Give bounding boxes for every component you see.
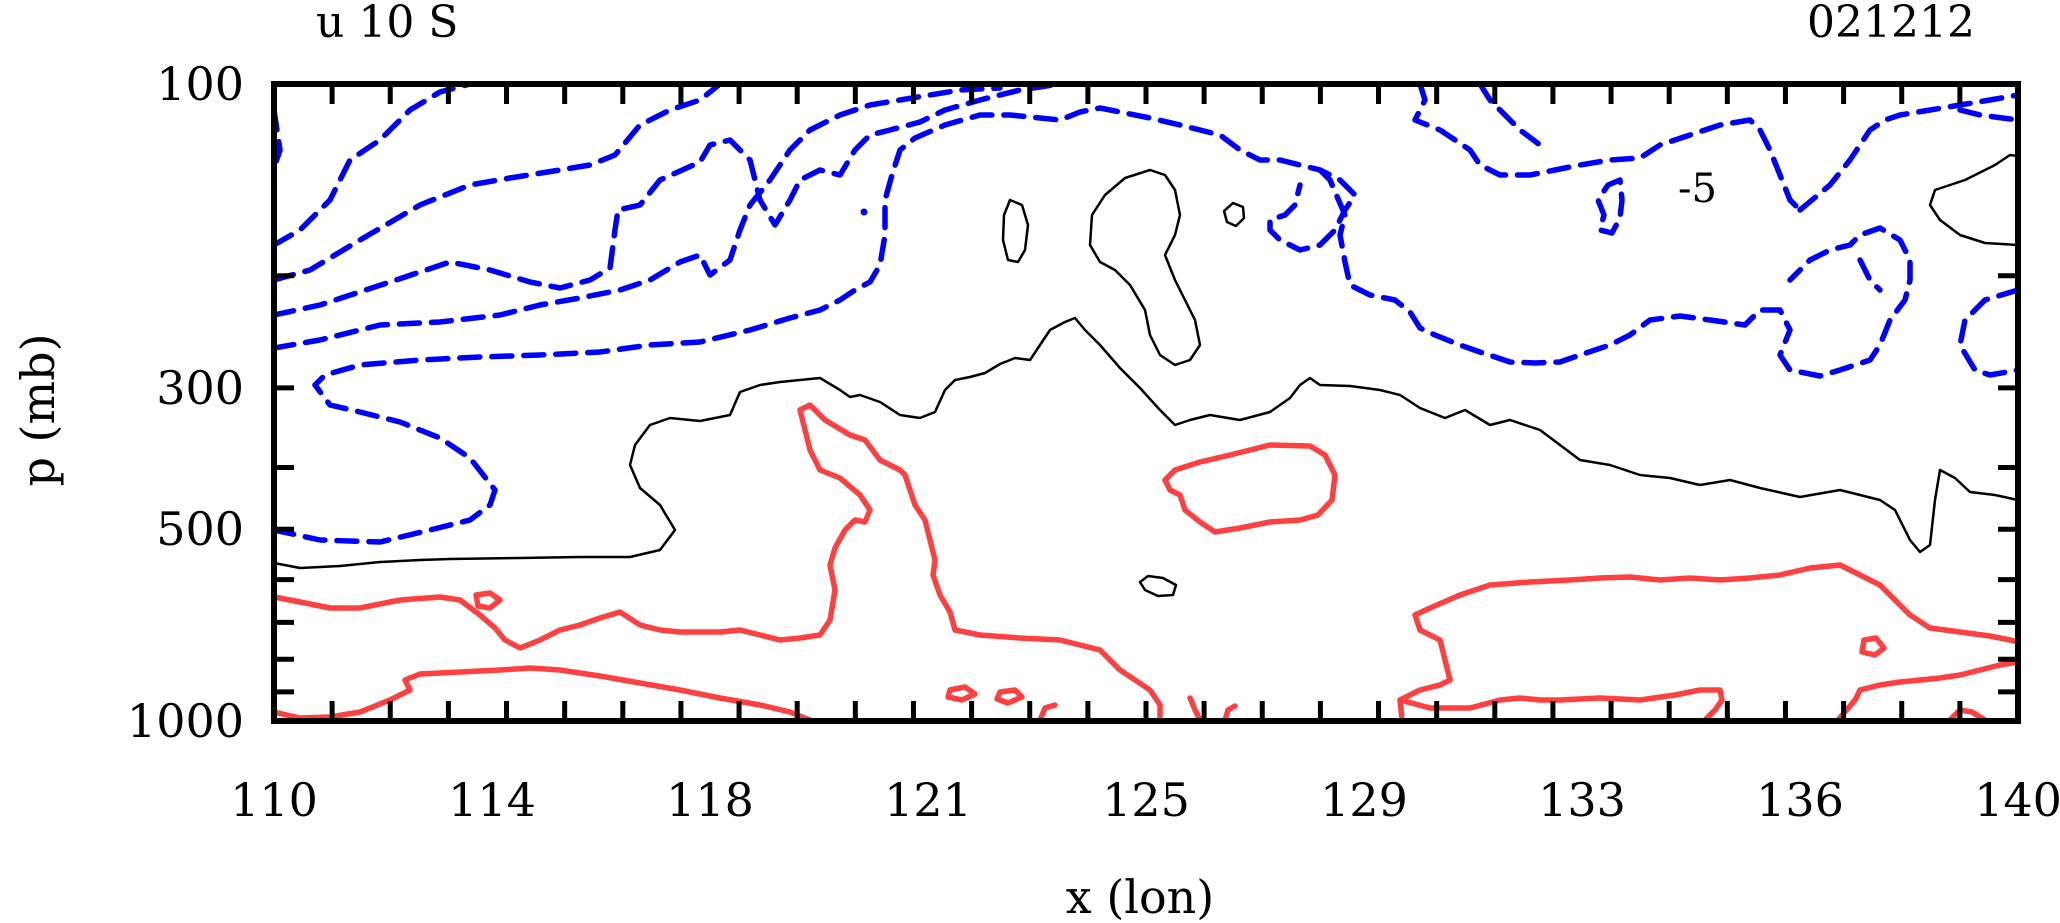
y-tick-labels: 100 300 500 1000 bbox=[127, 57, 244, 748]
x-tick-label: 140 bbox=[1974, 773, 2060, 827]
positive-contour-small-2 bbox=[945, 684, 978, 703]
y-ticks bbox=[274, 81, 2018, 724]
zero-contour-loop-2 bbox=[1001, 198, 1030, 264]
positive-contour-small-3 bbox=[994, 687, 1025, 706]
negative-contour-6 bbox=[274, 105, 1358, 545]
negative-contour-top-right bbox=[1957, 107, 2018, 123]
x-tick-label: 118 bbox=[666, 773, 754, 827]
positive-contour-right-3 bbox=[1835, 659, 2018, 721]
negative-contour-dot bbox=[860, 208, 868, 216]
negative-contour-11 bbox=[1857, 257, 1883, 293]
positive-contour-small-8 bbox=[1947, 707, 1988, 721]
y-tick-label: 1000 bbox=[127, 694, 244, 748]
negative-contour-2 bbox=[274, 84, 473, 248]
positive-contour-mid-loop bbox=[1162, 442, 1338, 535]
zero-contour-loop-4 bbox=[1138, 574, 1178, 598]
zero-contour-right-edge bbox=[1928, 153, 2018, 247]
x-tick-label: 110 bbox=[230, 773, 318, 827]
positive-contour-small-1 bbox=[473, 590, 503, 611]
positive-contour-small-7 bbox=[1222, 703, 1238, 721]
negative-contour-10 bbox=[1797, 92, 2018, 213]
negative-contour-7 bbox=[1317, 167, 1913, 379]
zero-contour-loop-1 bbox=[1088, 168, 1202, 367]
positive-contour-small-5 bbox=[1037, 702, 1058, 721]
x-tick-label: 114 bbox=[448, 773, 536, 827]
negative-contour-9 bbox=[1595, 177, 1625, 236]
positive-contour-small-4 bbox=[1859, 635, 1887, 658]
negative-contour-4 bbox=[274, 84, 1063, 318]
x-ticks bbox=[271, 84, 2021, 721]
x-tick-label: 125 bbox=[1102, 773, 1190, 827]
chart-title-right: 021212 bbox=[1807, 0, 1975, 48]
negative-contours bbox=[274, 84, 2018, 545]
zero-contour-loop-3 bbox=[1222, 201, 1246, 228]
contour-label: -5 bbox=[1678, 166, 1717, 212]
x-axis-label: x (lon) bbox=[1066, 870, 1215, 923]
x-tick-label: 121 bbox=[884, 773, 972, 827]
chart-title-left: u 10 S bbox=[316, 0, 458, 48]
negative-contour-8 bbox=[1412, 84, 1803, 213]
zero-contour-main bbox=[274, 316, 2018, 570]
y-axis-label: p (mb) bbox=[11, 333, 65, 486]
positive-contour-right bbox=[1397, 687, 1725, 721]
positive-contour-small-6 bbox=[1187, 695, 1203, 721]
zero-contours bbox=[274, 153, 2018, 598]
positive-contours bbox=[274, 402, 2018, 721]
positive-contour-low bbox=[274, 402, 1163, 721]
x-tick-label: 129 bbox=[1320, 773, 1408, 827]
x-tick-labels: 110 114 118 121 125 129 133 136 140 bbox=[230, 773, 2060, 827]
negative-contour-3 bbox=[274, 84, 723, 283]
y-tick-label: 500 bbox=[156, 502, 244, 556]
positive-contour-bottom bbox=[274, 665, 813, 721]
plot-frame bbox=[271, 81, 2021, 724]
negative-contour-12 bbox=[1957, 287, 2018, 378]
positive-contour-right-2 bbox=[1397, 562, 2018, 703]
x-tick-label: 136 bbox=[1756, 773, 1844, 827]
negative-contour-5 bbox=[274, 85, 1003, 351]
negative-contour-13 bbox=[1477, 84, 1543, 148]
y-tick-label: 100 bbox=[156, 57, 244, 111]
x-tick-label: 133 bbox=[1538, 773, 1626, 827]
y-tick-label: 300 bbox=[156, 361, 244, 415]
